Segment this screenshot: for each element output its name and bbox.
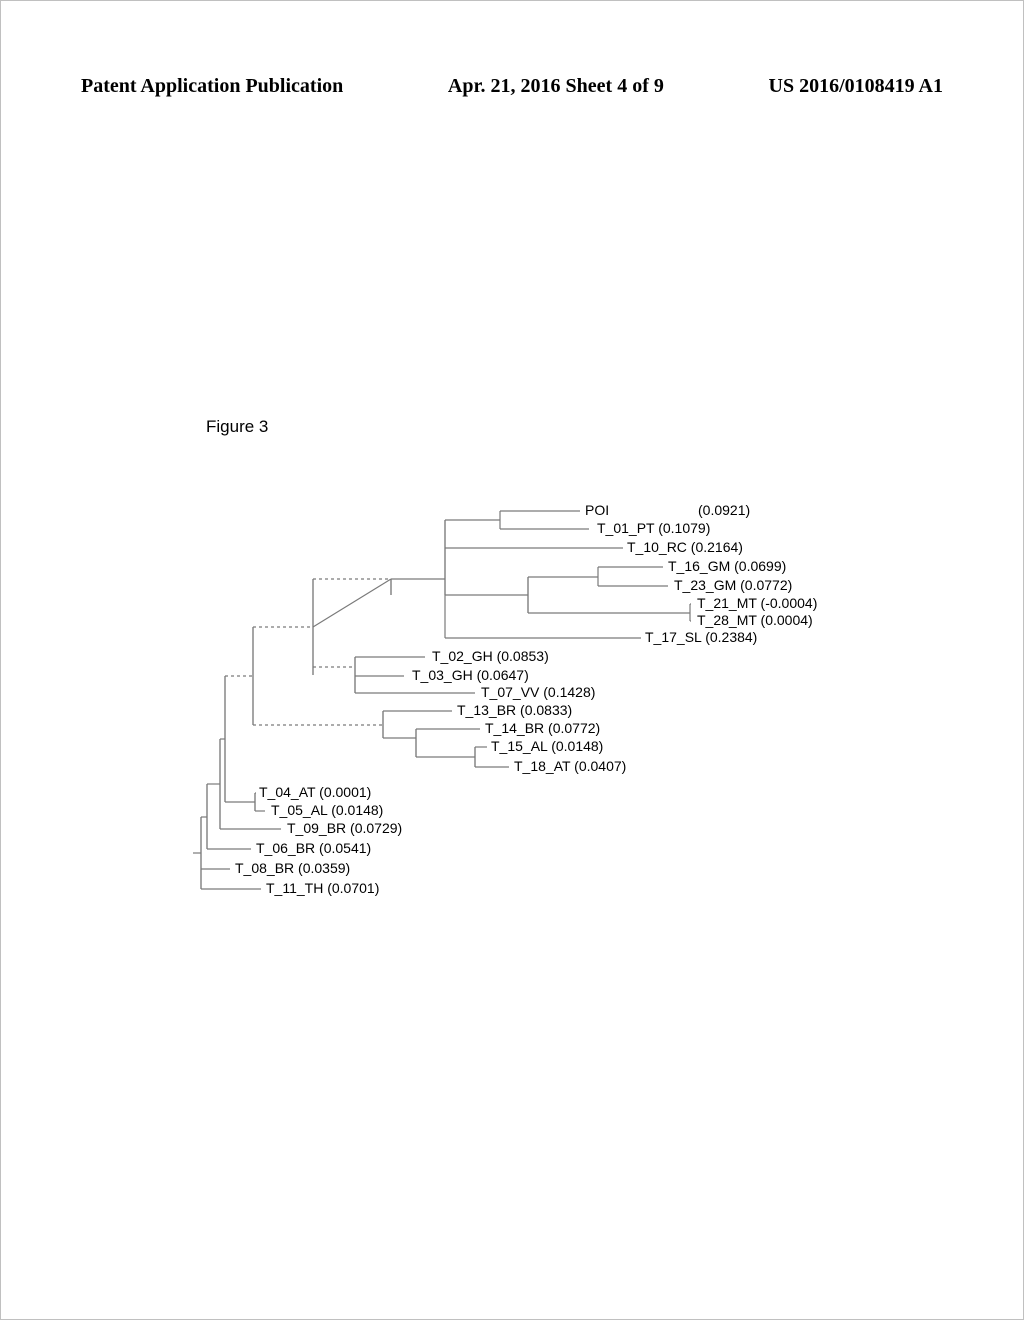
tree-leaf-t05_al: T_05_AL (0.0148): [271, 802, 383, 818]
tree-leaf-t11_th: T_11_TH (0.0701): [266, 880, 379, 896]
tree-leaf-t14_br: T_14_BR (0.0772): [485, 720, 600, 736]
tree-leaf-t17_sl: T_17_SL (0.2384): [645, 629, 757, 645]
tree-leaf-t15_al: T_15_AL (0.0148): [491, 738, 603, 754]
tree-leaf-t04_at: T_04_AT (0.0001): [259, 784, 371, 800]
tree-leaf-t10_rc: T_10_RC (0.2164): [627, 539, 743, 555]
tree-leaf-t18_at: T_18_AT (0.0407): [514, 758, 626, 774]
tree-leaf-t28_mt: T_28_MT (0.0004): [697, 612, 813, 628]
tree-leaf-t21_mt: T_21_MT (-0.0004): [697, 595, 817, 611]
tree-leaf-t08_br: T_08_BR (0.0359): [235, 860, 350, 876]
phylogenetic-tree: POI (0.0921) T_01_PT (0.1079) T_10_RC (0.21…: [193, 491, 873, 931]
tree-leaf-t06_br: T_06_BR (0.0541): [256, 840, 371, 856]
header-left: Patent Application Publication: [81, 75, 343, 98]
figure-label: Figure 3: [206, 417, 268, 437]
header-center: Apr. 21, 2016 Sheet 4 of 9: [448, 75, 664, 98]
tree-leaf-t13_br: T_13_BR (0.0833): [457, 702, 572, 718]
page-frame: Patent Application Publication Apr. 21, …: [0, 0, 1024, 1320]
tree-leaf-t16_gm: T_16_GM (0.0699): [668, 558, 786, 574]
tree-leaf-poi: POI: [585, 502, 609, 518]
tree-leaf-t09_br: T_09_BR (0.0729): [287, 820, 402, 836]
tree-leaf-t07_vv: T_07_VV (0.1428): [481, 684, 595, 700]
tree-leaf-poi-value: (0.0921): [698, 502, 750, 518]
tree-leaf-t03_gh: T_03_GH (0.0647): [412, 667, 529, 683]
header-row: Patent Application Publication Apr. 21, …: [1, 75, 1023, 98]
tree-leaf-t23_gm: T_23_GM (0.0772): [674, 577, 792, 593]
tree-leaf-t01_pt: T_01_PT (0.1079): [597, 520, 710, 536]
header-right: US 2016/0108419 A1: [769, 75, 943, 98]
tree-leaf-t02_gh: T_02_GH (0.0853): [432, 648, 549, 664]
